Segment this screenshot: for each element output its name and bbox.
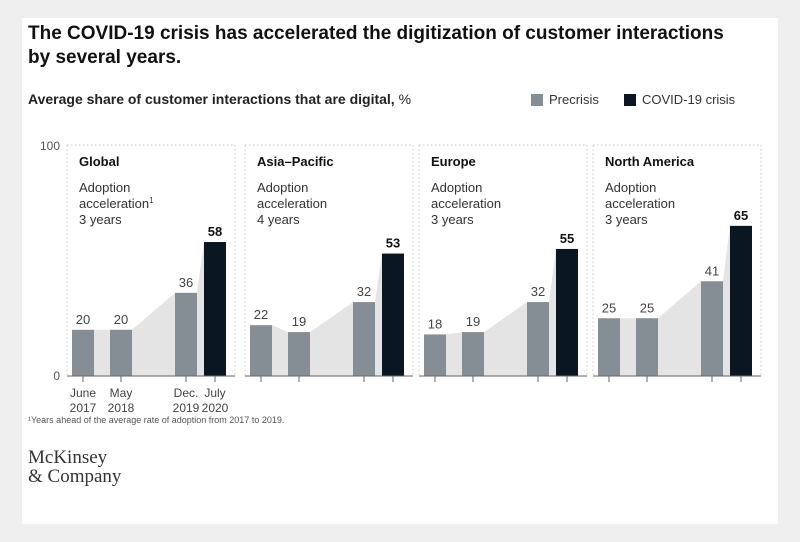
bar-precrisis [353,302,375,376]
panel-region-title: Asia–Pacific [257,154,334,169]
panel-frame [418,144,588,377]
bar-precrisis [636,318,658,376]
adoption-note-line: Adoption [257,180,308,195]
bar-covid [382,253,404,376]
legend-label-precrisis: Precrisis [549,92,599,107]
adoption-note-line: acceleration1 [79,196,154,211]
chart-title: The COVID-19 crisis has accelerated the … [28,23,724,68]
bar-value-label: 25 [602,300,616,315]
bar-covid [730,225,752,376]
panel-frame [66,144,236,377]
adoption-note-line: 3 years [79,212,122,227]
bar-precrisis [288,332,310,376]
y-tick-label-bottom: 0 [53,369,60,383]
bar-value-label: 25 [640,300,654,315]
bar-value-label: 41 [705,263,719,278]
bar-precrisis [72,329,94,376]
y-tick-label-top: 100 [40,139,60,153]
panel-region-title: Europe [431,154,476,169]
panel-frame [244,144,414,377]
bar-precrisis [250,325,272,376]
bar-value-label: 20 [114,312,128,327]
adoption-note-line: acceleration [257,196,327,211]
bar-precrisis [462,332,484,376]
panel-frame [592,144,762,377]
legend-item-covid: COVID-19 crisis [624,92,735,107]
bar-value-label: 19 [292,314,306,329]
adoption-note-line: 3 years [605,212,648,227]
mckinsey-logo: McKinsey & Company [28,448,121,486]
x-tick-label: Dec. [174,386,199,400]
bar-value-label: 58 [208,224,222,239]
logo-line-1: McKinsey [28,447,108,468]
legend-swatch-precrisis [531,93,543,106]
adoption-note-line: Adoption [79,180,130,195]
x-tick-label: June [70,386,96,400]
legend-item-precrisis: Precrisis [531,92,599,107]
bar-covid [556,248,578,376]
adoption-note-line: 4 years [257,212,300,227]
bar-precrisis [110,329,132,376]
bar-precrisis [424,334,446,376]
bar-precrisis [701,281,723,376]
bar-value-label: 53 [386,236,400,251]
bar-precrisis [598,318,620,376]
x-tick-label: 2018 [108,401,135,415]
bar-covid [204,242,226,376]
x-tick-label: 2017 [70,401,97,415]
legend-label-covid: COVID-19 crisis [642,92,736,107]
adoption-note-line: acceleration [605,196,675,211]
adoption-note-line: acceleration [431,196,501,211]
adoption-note-line: Adoption [605,180,656,195]
panel-region-title: North America [605,154,695,169]
logo-line-2: & Company [28,466,122,487]
bar-precrisis [527,302,549,376]
bar-value-label: 55 [560,231,574,246]
bar-value-label: 22 [254,307,268,322]
x-tick-label: May [110,386,133,400]
bar-value-label: 19 [466,314,480,329]
bar-value-label: 36 [179,275,193,290]
bar-value-label: 32 [531,284,545,299]
bar-precrisis [175,292,197,376]
adoption-note-line: 3 years [431,212,474,227]
bar-value-label: 18 [428,316,442,331]
bar-value-label: 20 [76,312,90,327]
bar-value-label: 65 [734,208,748,223]
subtitle-text: Average share of customer interactions t… [28,91,395,107]
x-tick-label: July [204,386,225,400]
x-tick-label: 2019 [173,401,200,415]
legend-swatch-covid [624,93,636,106]
panel-region-title: Global [79,154,119,169]
adoption-note-line: Adoption [431,180,482,195]
footnote-marker: 1 [149,196,154,205]
x-tick-label: 2020 [202,401,229,415]
chart-subtitle: Average share of customer interactions t… [28,91,411,107]
bar-value-label: 32 [357,284,371,299]
footnote: ¹Years ahead of the average rate of adop… [28,415,285,425]
subtitle-unit: % [398,91,412,107]
